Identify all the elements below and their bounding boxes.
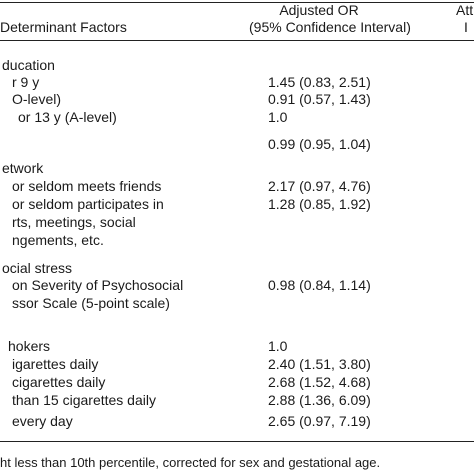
footnote: ht less than 10th percentile, corrected …: [0, 455, 381, 470]
row-label: rts, meetings, social: [12, 214, 136, 230]
row-label: or seldom participates in: [12, 196, 164, 212]
row-label: cigarettes daily: [12, 374, 106, 390]
row-label: r 9 y: [12, 74, 40, 90]
row-label: every day: [12, 413, 73, 429]
row-value: 2.88 (1.36, 6.09): [268, 392, 371, 408]
row-value: 0.99 (0.95, 1.04): [268, 136, 371, 152]
row-value: 2.68 (1.52, 4.68): [268, 374, 371, 390]
bottom-rule: [0, 441, 474, 442]
header-ci: (95% Confidence Interval): [249, 19, 411, 35]
header-or: Adjusted OR: [279, 2, 359, 18]
row-label: O-level): [12, 91, 62, 107]
header-extra: I: [464, 19, 468, 35]
row-value: 1.0: [268, 338, 288, 354]
row-label: hokers: [8, 338, 51, 354]
row-label: than 15 cigarettes daily: [12, 392, 156, 408]
row-value: 2.40 (1.51, 3.80): [268, 356, 371, 372]
row-value: 1.0: [268, 109, 288, 125]
row-value: 0.91 (0.57, 1.43): [268, 91, 371, 107]
row-label: igarettes daily: [12, 356, 99, 372]
row-label: etwork: [2, 160, 44, 176]
top-rule: [0, 2, 474, 3]
row-label: ssor Scale (5-point scale): [12, 295, 170, 311]
header-factors: Determinant Factors: [0, 19, 127, 35]
row-value: 2.65 (0.97, 7.19): [268, 413, 371, 429]
row-label: ngements, etc.: [12, 232, 104, 248]
row-value: 0.98 (0.84, 1.14): [268, 277, 371, 293]
row-label: ducation: [2, 57, 55, 73]
row-label: or 13 y (A-level): [18, 109, 117, 125]
row-value: 1.45 (0.83, 2.51): [268, 74, 371, 90]
row-label: or seldom meets friends: [12, 178, 162, 194]
row-value: 1.28 (0.85, 1.92): [268, 196, 371, 212]
row-label: ocial stress: [2, 260, 73, 276]
header-extra: Att: [456, 2, 474, 18]
row-label: on Severity of Psychosocial: [12, 277, 184, 293]
row-value: 2.17 (0.97, 4.76): [268, 178, 371, 194]
header-rule: [0, 40, 474, 41]
